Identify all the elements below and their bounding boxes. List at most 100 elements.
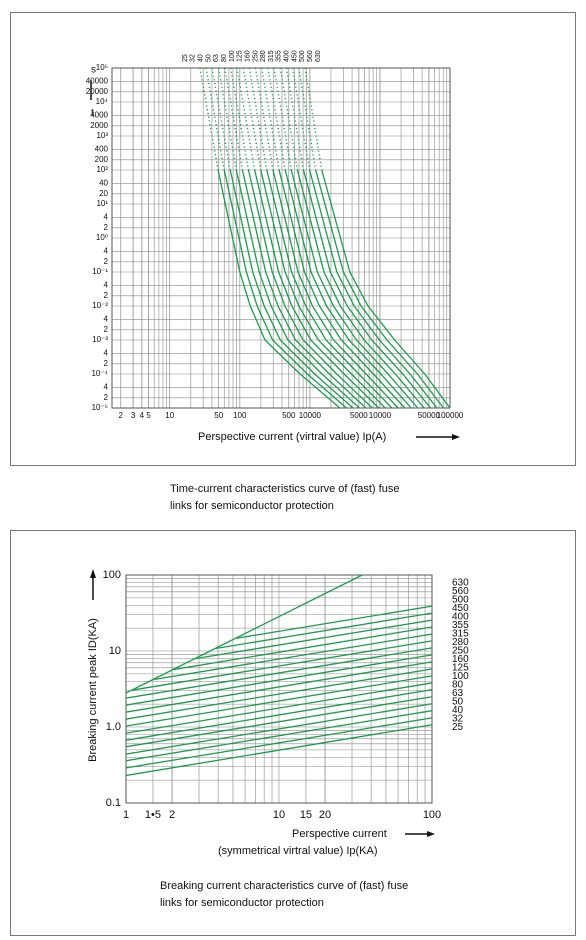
curve	[194, 619, 433, 660]
rating-label: 125	[237, 50, 244, 62]
rating-label: 280	[260, 50, 267, 62]
x-tick-label: 5	[146, 411, 151, 420]
rating-label: 500	[299, 50, 306, 62]
y-tick-label: 4	[104, 213, 109, 222]
y-tick-label: 10⁻¹	[92, 267, 108, 276]
y-tick-label: 20000	[86, 87, 109, 96]
y-tick-label: 10⁻⁵	[92, 403, 108, 412]
curve	[290, 169, 419, 409]
rating-label: 100	[229, 50, 236, 62]
x-tick-label: 50000	[418, 411, 441, 420]
curve	[215, 612, 433, 650]
y-tick-label: 2	[104, 223, 109, 232]
curve	[308, 169, 438, 409]
rating-label: 630	[452, 578, 469, 589]
y-tick-label: 20	[99, 189, 108, 198]
y-tick-label: 4	[104, 281, 109, 290]
y-tick-label: 10⁴	[96, 97, 109, 106]
x-tick-label: 3	[131, 411, 136, 420]
label-text: links for semiconductor protection	[160, 897, 324, 909]
rating-label: 400	[452, 612, 469, 623]
rating-label: 315	[452, 629, 469, 640]
rating-label: 560	[452, 586, 469, 597]
curve	[254, 169, 380, 409]
rating-label: 40	[197, 54, 204, 62]
rating-label: 125	[452, 663, 469, 674]
y-tick-label: 200	[95, 155, 109, 164]
y-tick-label: 2	[104, 325, 109, 334]
y-tick-label: 10⁻²	[92, 301, 108, 310]
y-axis-title: Breaking current peak ID(KA)	[87, 618, 99, 762]
curve	[152, 633, 433, 681]
curve	[173, 626, 433, 671]
rating-label: 25	[452, 722, 464, 733]
rating-label: 560	[307, 50, 314, 62]
label-text: links for semiconductor protection	[170, 500, 334, 512]
plot-frame	[125, 574, 433, 804]
envelope-line	[125, 574, 363, 694]
rating-label: 280	[452, 637, 469, 648]
y-tick-label: 0.1	[106, 797, 121, 809]
y-tick-label: 10¹	[96, 199, 108, 208]
y-tick-label: 10	[109, 645, 121, 657]
rating-label: 250	[252, 50, 259, 62]
x-tick-label: 100000	[437, 411, 464, 420]
curve	[247, 169, 373, 409]
curve	[302, 169, 432, 409]
label-text: t	[91, 108, 94, 119]
label-text: Breaking current characteristics curve o…	[160, 880, 408, 892]
x-tick-label: 4	[140, 411, 145, 420]
y-tick-label: 10⁰	[96, 233, 108, 242]
curve	[125, 717, 433, 769]
curve	[125, 710, 433, 762]
plot-frame	[111, 67, 451, 409]
arrow-head	[452, 434, 460, 440]
curve	[131, 640, 433, 691]
x-tick-label: 100	[233, 411, 247, 420]
curve	[223, 169, 347, 409]
curve	[217, 169, 341, 409]
curve	[272, 169, 399, 409]
rating-label: 100	[452, 671, 469, 682]
label-text: Perspective current (virtral value) Ip(A…	[198, 431, 386, 443]
rating-label: 160	[452, 654, 469, 665]
x-tick-label: 1•5	[145, 809, 161, 821]
rating-label: 32	[190, 54, 197, 62]
rating-label: 355	[276, 50, 283, 62]
rating-label: 63	[452, 688, 464, 699]
curve	[260, 169, 386, 409]
curve	[125, 654, 433, 706]
label-text: s	[91, 65, 96, 76]
x-tick-label: 5000	[350, 411, 368, 420]
rating-label: 80	[221, 54, 228, 62]
curve	[125, 682, 433, 734]
rating-label: 80	[452, 680, 464, 691]
y-tick-label: 2	[104, 257, 109, 266]
curve	[229, 169, 354, 409]
y-tick-label: 10⁻³	[92, 335, 108, 344]
y-tick-label: 10²	[96, 165, 108, 174]
y-tick-label: 100	[103, 569, 121, 581]
y-tick-label: 4	[104, 247, 109, 256]
rating-label: 63	[213, 54, 220, 62]
rating-label: 160	[244, 50, 251, 62]
label-text: Perspective current	[292, 828, 387, 840]
x-tick-label: 50	[214, 411, 223, 420]
rating-label: 450	[452, 603, 469, 614]
panel-frame	[10, 12, 576, 466]
rating-label: 450	[291, 50, 298, 62]
curve	[296, 169, 425, 409]
x-tick-label: 20	[319, 809, 331, 821]
x-tick-label: 100	[423, 809, 441, 821]
x-tick-label: 500	[282, 411, 296, 420]
curve	[125, 675, 433, 727]
label-text: (symmetrical virtral value) Ip(KA)	[218, 845, 378, 857]
curve	[125, 647, 433, 699]
rating-label: 50	[205, 54, 212, 62]
x-tick-label: 10	[165, 411, 174, 420]
x-tick-label: 10000	[369, 411, 392, 420]
curve	[266, 169, 393, 409]
x-tick-label: 2	[119, 411, 124, 420]
